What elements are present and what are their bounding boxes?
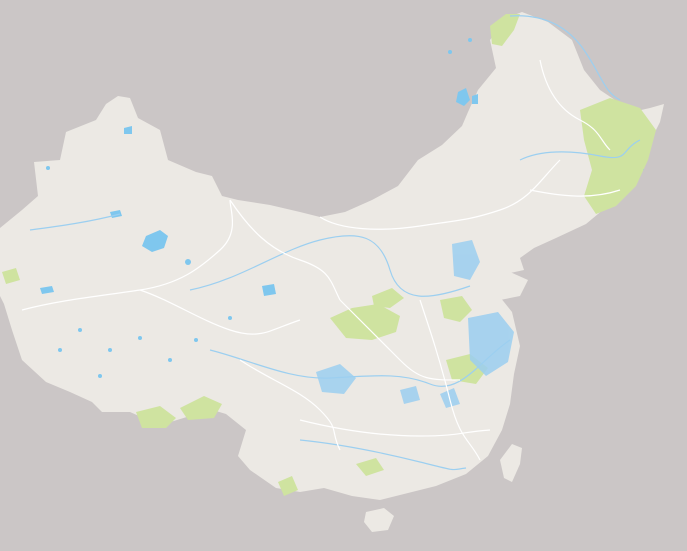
vegetation-southwest-1 bbox=[136, 406, 176, 428]
island-hainan bbox=[364, 508, 394, 532]
river-songhua bbox=[519, 139, 641, 161]
boundary-gansu bbox=[229, 199, 341, 301]
lake-qinghai bbox=[142, 230, 168, 252]
water-north-plain bbox=[452, 240, 480, 280]
vegetation-northeast bbox=[580, 98, 656, 214]
land-peninsula-liaodong bbox=[500, 230, 530, 256]
river-tarim bbox=[29, 213, 121, 231]
province-boundaries bbox=[21, 59, 621, 461]
lake-dot bbox=[468, 38, 472, 42]
land-mainland bbox=[0, 12, 664, 500]
land-peninsula bbox=[468, 268, 528, 300]
lake-small-ne bbox=[472, 94, 478, 104]
river-yangtze bbox=[209, 339, 511, 387]
water-dongting bbox=[400, 386, 420, 404]
small-lakes bbox=[46, 38, 472, 378]
boundary-heilongjiang bbox=[539, 59, 611, 151]
river-pearl bbox=[299, 439, 467, 471]
vegetation-south-1 bbox=[278, 476, 298, 496]
lake-dot bbox=[78, 328, 82, 332]
boundary-south bbox=[299, 419, 491, 437]
boundary-qinghai-tibet bbox=[139, 289, 301, 335]
vegetation-south-2 bbox=[356, 458, 384, 476]
vegetation-qinling bbox=[330, 304, 400, 340]
boundary-central bbox=[339, 299, 461, 381]
vegetation-xinjiang bbox=[2, 268, 20, 284]
water-yangtze-delta bbox=[468, 312, 514, 376]
boundary-xinjiang-tibet bbox=[21, 199, 234, 311]
lake-dot bbox=[168, 358, 172, 362]
lake-west-2 bbox=[262, 284, 276, 296]
lake-dot bbox=[448, 50, 452, 54]
lake-hulun bbox=[456, 88, 470, 106]
boundary-jilin bbox=[529, 189, 621, 197]
river-heilong bbox=[509, 15, 621, 101]
lake-dot bbox=[138, 336, 142, 340]
vegetation-central bbox=[440, 296, 472, 322]
river-layer bbox=[29, 15, 641, 471]
boundary-inner-mongolia bbox=[319, 159, 561, 230]
lake-west-1 bbox=[40, 286, 54, 294]
water-east bbox=[316, 240, 514, 408]
river-yellow bbox=[189, 235, 471, 297]
vegetation-central-2 bbox=[372, 288, 404, 308]
lake-dot bbox=[228, 316, 232, 320]
lake-dot bbox=[194, 338, 198, 342]
lake-dot bbox=[58, 348, 62, 352]
water-sichuan bbox=[316, 364, 356, 394]
vegetation-great-khingan bbox=[490, 14, 520, 46]
boundary-east bbox=[419, 299, 481, 461]
lake-dot bbox=[108, 348, 112, 352]
lake-west-3 bbox=[124, 126, 132, 134]
lake-dot bbox=[185, 259, 191, 265]
lake-dot bbox=[98, 374, 102, 378]
island-taiwan bbox=[500, 444, 522, 482]
lake-dot bbox=[46, 166, 50, 170]
vegetation-southwest-2 bbox=[180, 396, 222, 420]
boundary-sichuan bbox=[239, 359, 341, 451]
